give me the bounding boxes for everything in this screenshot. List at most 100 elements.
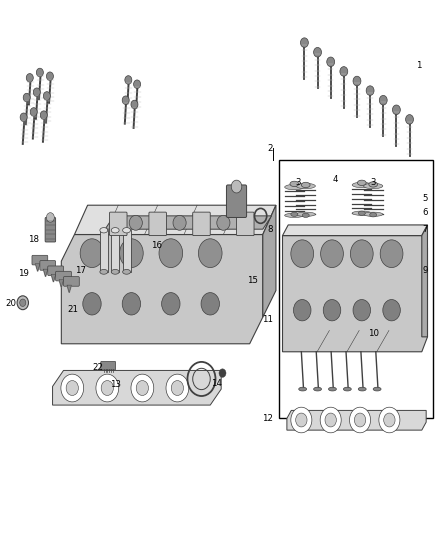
Ellipse shape [285, 213, 304, 217]
Polygon shape [61, 235, 263, 344]
Circle shape [96, 374, 119, 402]
Ellipse shape [369, 182, 378, 187]
Circle shape [80, 239, 104, 268]
Text: 17: 17 [75, 266, 86, 275]
Circle shape [20, 113, 27, 122]
Polygon shape [422, 225, 427, 337]
Circle shape [384, 413, 395, 427]
Polygon shape [35, 264, 40, 271]
Circle shape [125, 76, 132, 84]
Circle shape [122, 96, 129, 104]
Circle shape [323, 300, 341, 321]
Circle shape [122, 293, 141, 315]
Ellipse shape [370, 213, 377, 217]
Text: 19: 19 [18, 269, 29, 278]
Ellipse shape [123, 269, 131, 274]
Text: 10: 10 [368, 329, 379, 338]
FancyBboxPatch shape [48, 266, 64, 276]
Circle shape [325, 413, 336, 427]
Polygon shape [43, 269, 48, 277]
Ellipse shape [291, 212, 298, 216]
Ellipse shape [352, 211, 371, 215]
Ellipse shape [195, 215, 208, 230]
Circle shape [40, 111, 47, 119]
Text: 3: 3 [296, 178, 301, 187]
Circle shape [354, 413, 366, 427]
Circle shape [353, 300, 371, 321]
Ellipse shape [299, 387, 307, 391]
Circle shape [171, 381, 184, 395]
Circle shape [406, 115, 413, 124]
Text: 3: 3 [370, 178, 376, 187]
Polygon shape [263, 205, 276, 317]
Text: 7: 7 [422, 225, 428, 233]
Circle shape [66, 381, 78, 395]
Circle shape [166, 374, 189, 402]
Text: 14: 14 [211, 379, 222, 388]
Circle shape [314, 47, 321, 57]
Ellipse shape [129, 215, 142, 230]
Text: 22: 22 [92, 364, 103, 372]
Text: 5: 5 [422, 194, 428, 203]
Ellipse shape [296, 183, 315, 189]
Ellipse shape [296, 212, 315, 216]
FancyBboxPatch shape [101, 361, 116, 370]
Circle shape [17, 296, 28, 310]
FancyBboxPatch shape [40, 261, 56, 270]
Text: 15: 15 [247, 276, 258, 285]
Circle shape [380, 240, 403, 268]
Ellipse shape [302, 213, 309, 217]
Ellipse shape [123, 228, 131, 233]
Circle shape [83, 293, 101, 315]
Circle shape [136, 381, 148, 395]
Ellipse shape [352, 182, 371, 188]
Text: 6: 6 [422, 208, 428, 216]
Circle shape [33, 88, 40, 96]
Circle shape [291, 240, 314, 268]
Bar [100, 230, 108, 272]
Circle shape [300, 38, 308, 47]
Text: 20: 20 [6, 300, 17, 308]
Ellipse shape [364, 183, 383, 189]
Circle shape [219, 369, 226, 377]
Ellipse shape [358, 211, 365, 215]
Circle shape [101, 381, 113, 395]
Circle shape [350, 240, 373, 268]
Text: 9: 9 [422, 266, 427, 275]
Circle shape [46, 213, 54, 222]
Circle shape [159, 239, 183, 268]
FancyBboxPatch shape [64, 277, 79, 286]
FancyBboxPatch shape [193, 212, 210, 236]
Bar [279, 160, 433, 418]
Text: 11: 11 [262, 316, 273, 324]
Polygon shape [53, 370, 221, 405]
Circle shape [366, 86, 374, 95]
FancyBboxPatch shape [56, 271, 71, 281]
Polygon shape [105, 216, 272, 229]
Ellipse shape [111, 269, 119, 274]
Circle shape [353, 76, 361, 86]
Ellipse shape [111, 228, 119, 233]
Text: 12: 12 [262, 415, 273, 423]
Ellipse shape [290, 181, 299, 187]
Ellipse shape [285, 184, 304, 190]
Polygon shape [59, 280, 64, 287]
Ellipse shape [151, 215, 164, 230]
Circle shape [293, 300, 311, 321]
Circle shape [327, 57, 335, 67]
FancyBboxPatch shape [237, 212, 254, 236]
Ellipse shape [314, 387, 321, 391]
Circle shape [131, 374, 154, 402]
Text: 4: 4 [333, 175, 339, 183]
Circle shape [23, 93, 30, 102]
Circle shape [20, 299, 26, 306]
Polygon shape [74, 205, 276, 235]
Circle shape [61, 374, 84, 402]
Circle shape [379, 407, 400, 433]
Text: 13: 13 [110, 381, 121, 389]
Ellipse shape [328, 387, 336, 391]
Circle shape [321, 240, 343, 268]
Text: 1: 1 [416, 61, 422, 69]
Bar [111, 230, 119, 272]
Bar [123, 230, 131, 272]
